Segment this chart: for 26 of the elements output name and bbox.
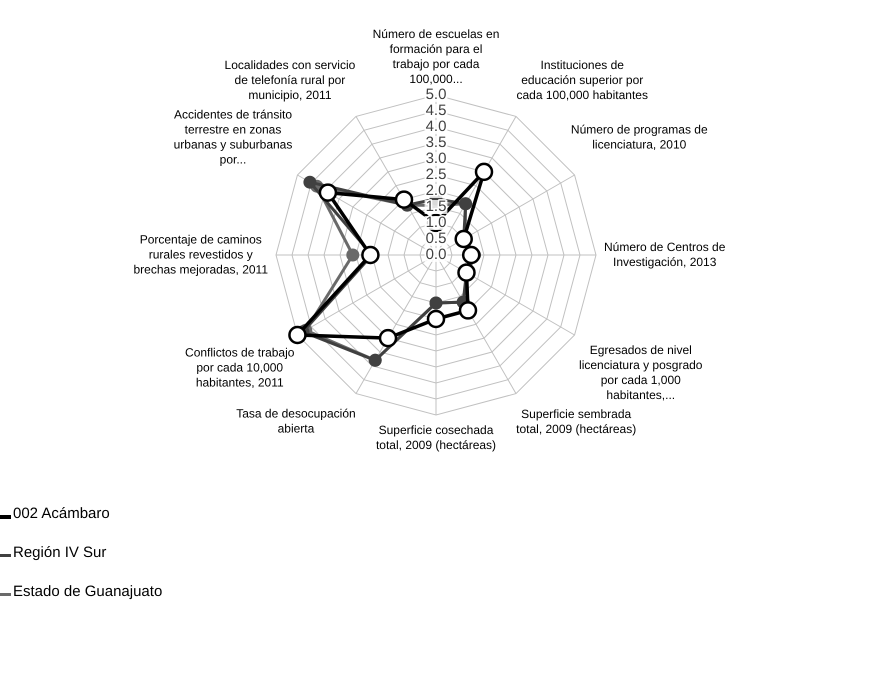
spoke-label: Instituciones de educación superior por cada 100,000 habitantes — [516, 58, 648, 102]
y-tick-label: 2.5 — [426, 166, 446, 184]
y-tick-label: 0.5 — [426, 230, 446, 248]
y-tick-label: 1.0 — [426, 214, 446, 232]
y-tick-label: 3.5 — [426, 134, 446, 152]
legend-label: Estado de Guanajuato — [13, 583, 162, 600]
legend-label: 002 Acámbaro — [13, 505, 110, 522]
spoke-label: Localidades con servicio de telefonía rural por municipio, 2011 — [224, 58, 356, 102]
y-tick-label: 5.0 — [426, 86, 446, 104]
spoke-label: Conflictos de trabajo por cada 10,000 habitantes, 2011 — [185, 346, 295, 390]
spoke-label: Superficie cosechada total, 2009 (hectáreas) — [376, 422, 496, 452]
y-tick-label: 4.5 — [426, 102, 446, 120]
spoke-label: Egresados de nivel licenciatura y posgrado por cada 1,000 habitantes,... — [579, 343, 703, 402]
spoke-label: Porcentaje de caminos rurales revestidos y brechas mejoradas, 2011 — [133, 232, 268, 276]
spoke-label: Accidentes de tránsito terrestre en zonas urbanas y suburbanas por... — [174, 108, 292, 167]
spoke-label: Número de programas de licenciatura, 2010 — [570, 122, 708, 152]
legend-label: Región IV Sur — [13, 544, 106, 561]
y-tick-label: 2.0 — [426, 182, 446, 200]
y-tick-label: 0.0 — [426, 246, 446, 264]
spoke-label: Tasa de desocupación abierta — [236, 406, 356, 436]
y-tick-label: 3.0 — [426, 150, 446, 168]
y-tick-label: 4.0 — [426, 118, 446, 136]
y-tick-label: 1.5 — [426, 198, 446, 216]
spoke-label: Número de Centros de Investigación, 2013 — [604, 240, 726, 269]
spoke-label: Superficie sembrada total, 2009 (hectáreas) — [516, 406, 636, 436]
spoke-label: Número de escuelas en formación para el trabajo por cada 100,000... — [372, 26, 500, 86]
